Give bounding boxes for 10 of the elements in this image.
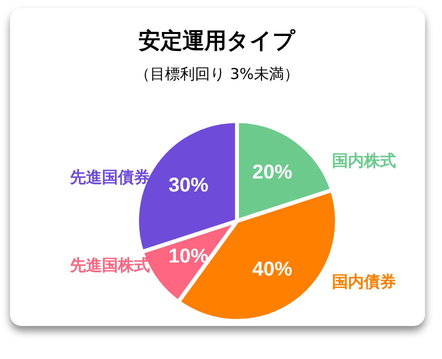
slice-label: 国内株式 <box>332 150 396 170</box>
data-label: 40% <box>252 258 292 281</box>
chart-title: 安定運用タイプ <box>138 28 296 54</box>
data-label: 20% <box>252 161 292 184</box>
chart-subtitle: （目標利回り 3%未満） <box>135 65 299 83</box>
slice-label: 先進国債券 <box>69 167 150 186</box>
slice-label: 国内債券 <box>332 272 396 292</box>
data-label: 30% <box>168 174 209 197</box>
slice-label: 先進国株式 <box>69 256 150 275</box>
data-label: 10% <box>168 245 209 268</box>
